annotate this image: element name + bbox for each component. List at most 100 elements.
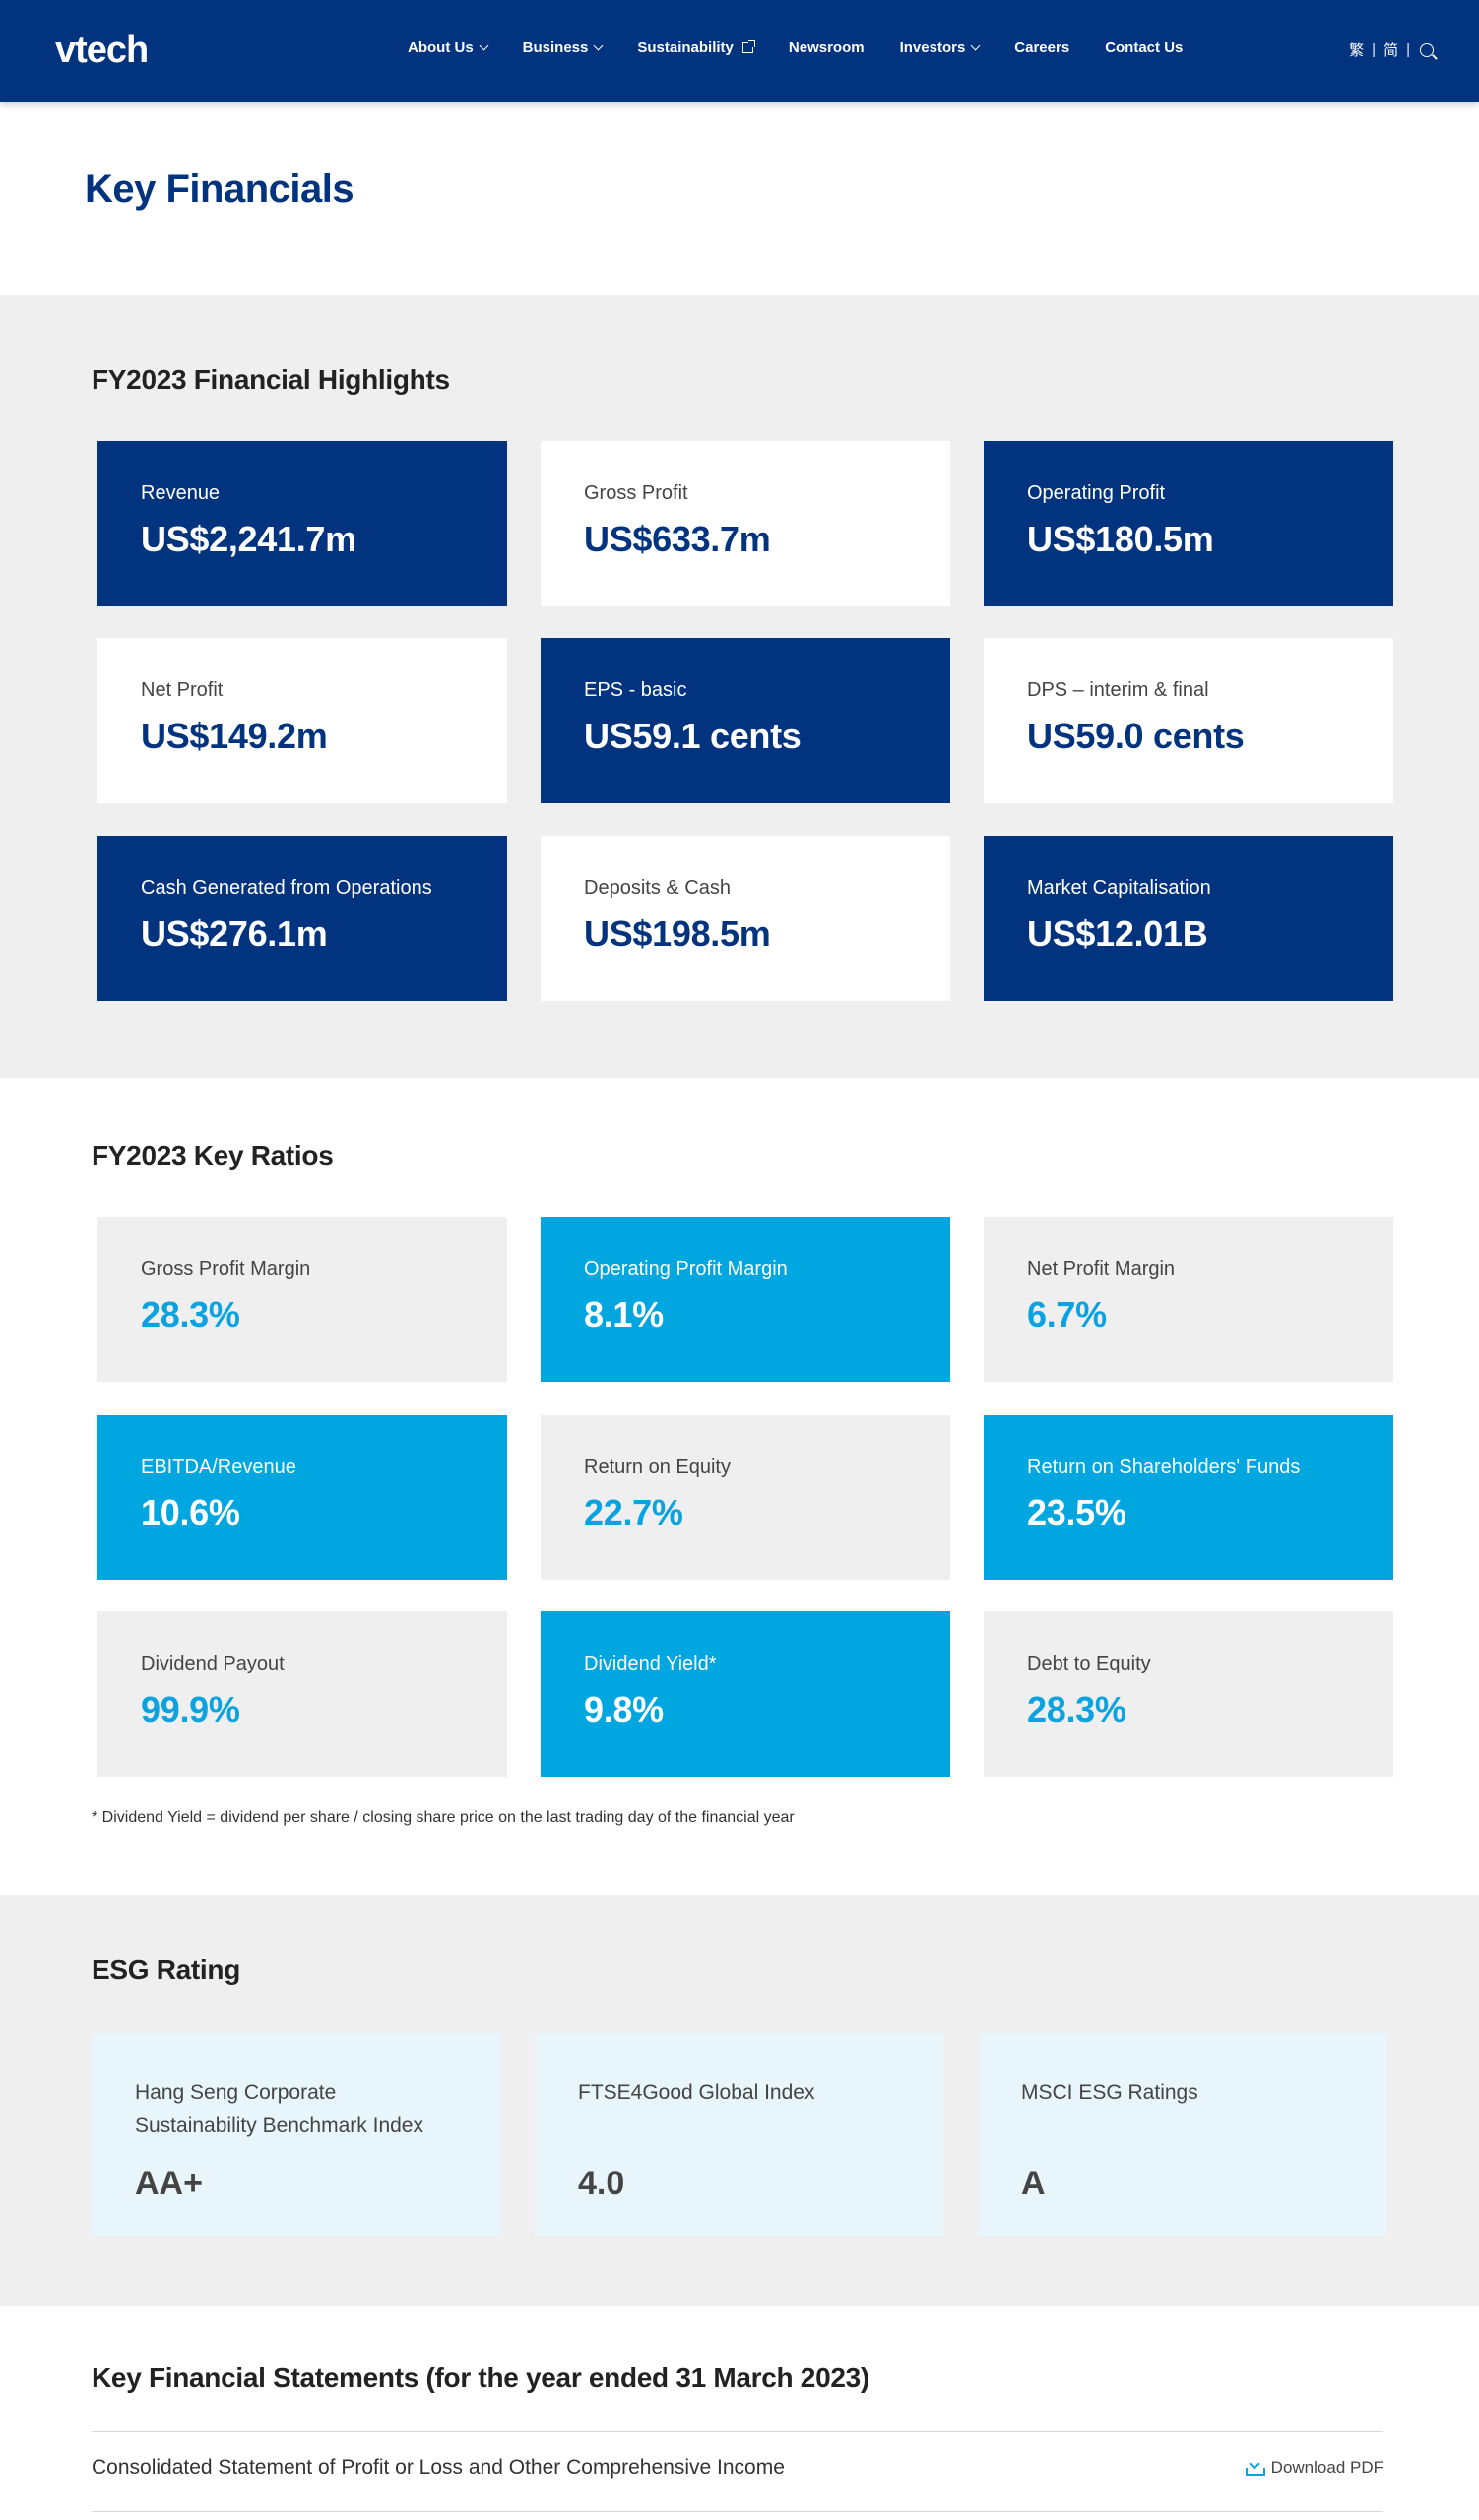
- main-nav: About Us Business Sustainability Newsroo…: [408, 39, 1218, 56]
- card-label: DPS – interim & final: [1027, 679, 1209, 701]
- ratio-card-operating-profit-margin: Operating Profit Margin 8.1%: [541, 1217, 950, 1382]
- card-value: 22.7%: [584, 1492, 683, 1533]
- card-label: Cash Generated from Operations: [141, 877, 432, 899]
- card-label: Operating Profit Margin: [584, 1258, 788, 1280]
- card-label: EBITDA/Revenue: [141, 1456, 296, 1478]
- card-value: 23.5%: [1027, 1492, 1126, 1533]
- highlight-card-operating-profit: Operating Profit US$180.5m: [984, 441, 1393, 606]
- esg-value: 4.0: [578, 2165, 625, 2202]
- esg-label: FTSE4Good Global Index: [578, 2081, 815, 2104]
- lang-simplified-chinese[interactable]: 简: [1383, 42, 1399, 59]
- esg-card-msci: MSCI ESG Ratings A: [978, 2033, 1387, 2236]
- card-value: 8.1%: [584, 1294, 664, 1335]
- nav-sustainability[interactable]: Sustainability: [637, 39, 755, 56]
- card-value: 99.9%: [141, 1689, 240, 1730]
- card-label: Revenue: [141, 482, 221, 504]
- highlight-card-deposits-cash: Deposits & Cash US$198.5m: [541, 836, 950, 1001]
- external-link-icon: [741, 40, 755, 53]
- download-pdf-button[interactable]: Download PDF: [1245, 2458, 1383, 2478]
- section-title: FY2023 Financial Highlights: [92, 364, 450, 395]
- statements-title: Key Financial Statements (for the year e…: [92, 2362, 869, 2393]
- section-title: FY2023 Key Ratios: [92, 1140, 334, 1170]
- card-label: EPS - basic: [584, 679, 687, 701]
- highlight-card-market-cap: Market Capitalisation US$12.01B: [984, 836, 1393, 1001]
- card-value: US$12.01B: [1027, 914, 1208, 954]
- ratio-card-dividend-yield: Dividend Yield* 9.8%: [541, 1611, 950, 1777]
- section-title: ESG Rating: [92, 1954, 241, 1984]
- card-value: 10.6%: [141, 1492, 240, 1533]
- key-ratios-section: FY2023 Key Ratios Gross Profit Margin 28…: [0, 1078, 1479, 1895]
- card-value: US$180.5m: [1027, 519, 1214, 559]
- esg-rating-section: ESG Rating Hang Seng Corporate Sustainab…: [0, 1895, 1479, 2306]
- highlight-card-net-profit: Net Profit US$149.2m: [97, 638, 507, 803]
- ratio-card-dividend-payout: Dividend Payout 99.9%: [97, 1611, 507, 1777]
- card-label: Gross Profit Margin: [141, 1258, 311, 1280]
- card-label: Net Profit Margin: [1027, 1258, 1176, 1280]
- card-label: Gross Profit: [584, 482, 688, 504]
- chevron-down-icon: [970, 40, 981, 51]
- nav-sustainability-label: Sustainability: [637, 39, 734, 56]
- card-label: Return on Equity: [584, 1456, 731, 1478]
- nav-investors-label: Investors: [899, 39, 966, 56]
- download-icon: [1245, 2460, 1265, 2476]
- ratio-card-gross-profit-margin: Gross Profit Margin 28.3%: [97, 1217, 507, 1382]
- statement-name[interactable]: Consolidated Statement of Profit or Loss…: [92, 2456, 785, 2479]
- ratio-card-return-on-shareholders-funds: Return on Shareholders' Funds 23.5%: [984, 1415, 1393, 1580]
- card-label: Dividend Payout: [141, 1653, 285, 1674]
- ratio-card-return-on-equity: Return on Equity 22.7%: [541, 1415, 950, 1580]
- site-header: vtech About Us Business Sustainability N…: [0, 0, 1479, 102]
- nav-newsroom-label: Newsroom: [788, 39, 865, 56]
- lang-traditional-chinese[interactable]: 繁: [1349, 42, 1365, 59]
- download-pdf-label: Download PDF: [1270, 2458, 1383, 2477]
- highlight-card-eps-basic: EPS - basic US59.1 cents: [541, 638, 950, 803]
- esg-value: AA+: [135, 2165, 203, 2202]
- nav-about-us[interactable]: About Us: [408, 39, 489, 56]
- card-value: 28.3%: [1027, 1689, 1126, 1730]
- vtech-logo[interactable]: vtech: [55, 30, 149, 71]
- card-value: US59.1 cents: [584, 716, 802, 756]
- page-title: Key Financials: [85, 167, 354, 211]
- lang-separator: |: [1372, 41, 1377, 58]
- card-value: US$149.2m: [141, 716, 328, 756]
- card-value: US$198.5m: [584, 914, 771, 954]
- divider: [92, 2511, 1383, 2512]
- esg-card-ftse4good: FTSE4Good Global Index 4.0: [535, 2033, 944, 2236]
- card-label: Net Profit: [141, 679, 224, 701]
- highlight-card-revenue: Revenue US$2,241.7m: [97, 441, 507, 606]
- search-icon[interactable]: [1420, 42, 1434, 57]
- ratio-card-debt-to-equity: Debt to Equity 28.3%: [984, 1611, 1393, 1777]
- financial-highlights-section: FY2023 Financial Highlights Revenue US$2…: [0, 295, 1479, 1078]
- card-value: 28.3%: [141, 1294, 240, 1335]
- card-label: Return on Shareholders' Funds: [1027, 1456, 1301, 1478]
- nav-business[interactable]: Business: [522, 39, 604, 56]
- esg-label: Hang Seng Corporate Sustainability Bench…: [135, 2081, 423, 2137]
- nav-newsroom[interactable]: Newsroom: [789, 39, 865, 56]
- nav-careers[interactable]: Careers: [1014, 39, 1069, 56]
- card-label: Operating Profit: [1027, 482, 1166, 504]
- card-value: US$633.7m: [584, 519, 771, 559]
- card-value: US$2,241.7m: [141, 519, 356, 559]
- lang-separator: |: [1406, 41, 1410, 58]
- chevron-down-icon: [479, 40, 489, 51]
- card-value: 6.7%: [1027, 1294, 1107, 1335]
- card-label: Deposits & Cash: [584, 877, 731, 899]
- highlight-card-dps: DPS – interim & final US59.0 cents: [984, 638, 1393, 803]
- card-label: Debt to Equity: [1027, 1653, 1151, 1674]
- nav-investors[interactable]: Investors: [899, 39, 981, 56]
- nav-contact-us[interactable]: Contact Us: [1105, 39, 1183, 56]
- divider: [92, 2431, 1383, 2432]
- nav-contact-us-label: Contact Us: [1105, 39, 1184, 56]
- card-label: Market Capitalisation: [1027, 877, 1211, 899]
- card-label: Dividend Yield*: [584, 1653, 717, 1674]
- chevron-down-icon: [593, 40, 604, 51]
- esg-label: MSCI ESG Ratings: [1021, 2081, 1198, 2104]
- nav-business-label: Business: [522, 39, 589, 56]
- esg-value: A: [1021, 2165, 1046, 2202]
- statement-row: Consolidated Statement of Profit or Loss…: [92, 2456, 1383, 2480]
- card-value: US$276.1m: [141, 914, 328, 954]
- highlight-card-cash-generated: Cash Generated from Operations US$276.1m: [97, 836, 507, 1001]
- nav-careers-label: Careers: [1014, 39, 1070, 56]
- card-value: US59.0 cents: [1027, 716, 1245, 756]
- card-value: 9.8%: [584, 1689, 664, 1730]
- esg-card-hang-seng: Hang Seng Corporate Sustainability Bench…: [92, 2033, 501, 2236]
